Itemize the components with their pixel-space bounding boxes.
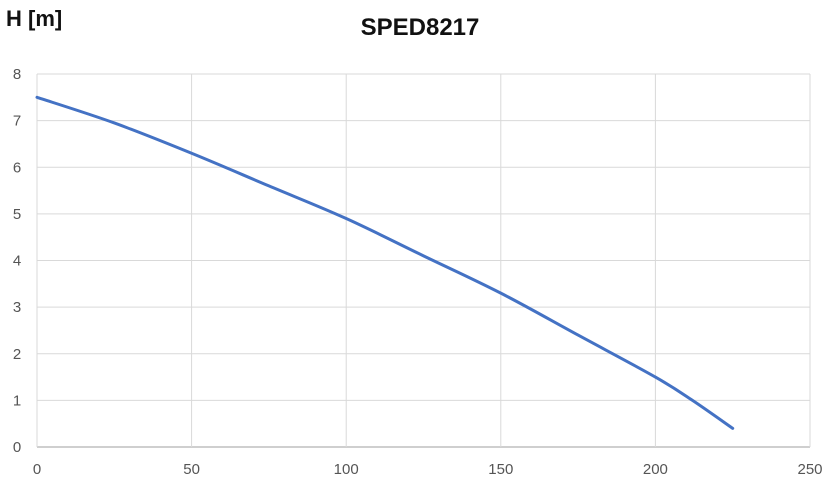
y-tick-label: 8 <box>13 66 21 83</box>
y-tick-label: 6 <box>13 159 21 176</box>
y-tick-label: 7 <box>13 113 21 130</box>
y-tick-label: 3 <box>13 299 21 316</box>
y-tick-label: 2 <box>13 346 21 363</box>
x-tick-label: 50 <box>183 461 200 478</box>
x-tick-label: 0 <box>33 461 41 478</box>
x-tick-label: 200 <box>643 461 668 478</box>
y-tick-label: 0 <box>13 439 21 456</box>
head-flow-curve <box>35 95 735 430</box>
y-tick-label: 4 <box>13 253 21 270</box>
y-tick-label: 5 <box>13 206 21 223</box>
x-tick-label: 100 <box>334 461 359 478</box>
y-axis-label: H [m] <box>6 6 63 31</box>
y-tick-label: 1 <box>13 392 21 409</box>
x-tick-label: 150 <box>488 461 513 478</box>
chart-title: SPED8217 <box>360 14 480 41</box>
x-tick-label: 250 <box>797 461 822 478</box>
